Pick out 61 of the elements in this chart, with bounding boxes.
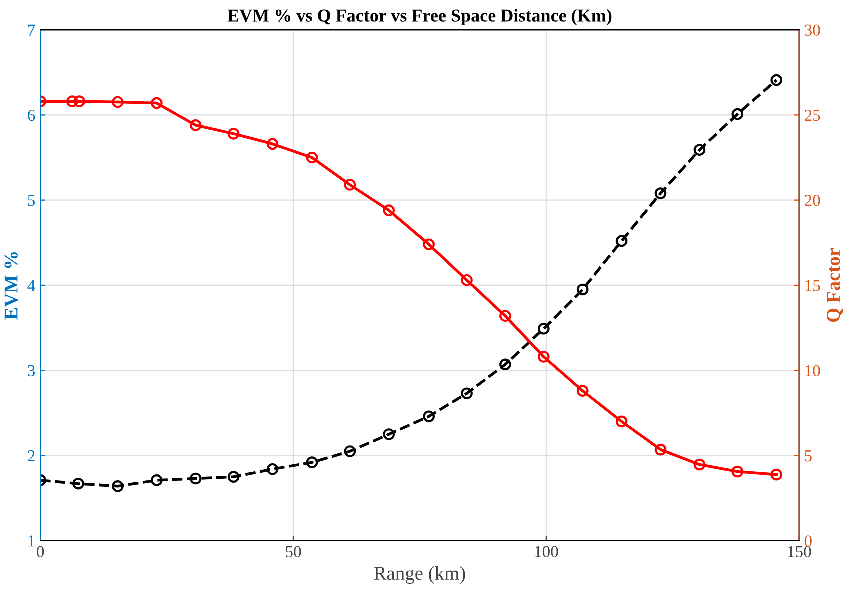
- y2-tick-label: 20: [804, 195, 820, 206]
- point: [151, 97, 163, 110]
- point: [576, 385, 589, 397]
- y2-tick-label: 0: [804, 536, 812, 547]
- point: [74, 96, 86, 108]
- point: [72, 478, 84, 490]
- point: [228, 471, 240, 483]
- y-tick-label: 7: [28, 24, 36, 36]
- point: [344, 446, 356, 458]
- y2-tick-label: 5: [805, 450, 812, 462]
- point: [228, 128, 240, 140]
- point: [616, 235, 628, 248]
- y2-axis-title: Q Factor: [827, 248, 844, 322]
- x-tick-label: 50: [286, 546, 302, 558]
- point: [423, 410, 435, 422]
- point: [383, 428, 396, 440]
- x-axis-title: Range (km): [374, 566, 466, 584]
- point: [654, 188, 667, 200]
- x-tick-label: 100: [535, 546, 558, 558]
- y2-tick-label: 30: [805, 24, 820, 36]
- point: [694, 144, 706, 156]
- point: [112, 96, 124, 108]
- point: [461, 388, 473, 400]
- point: [538, 322, 550, 335]
- point: [306, 456, 318, 468]
- y-tick-label: 3: [28, 365, 36, 377]
- chart-title: EVM % vs Q Factor vs Free Space Distance (Km): [228, 9, 612, 26]
- point: [423, 238, 435, 251]
- point: [461, 274, 473, 286]
- point: [266, 138, 279, 150]
- y-tick-label: 5: [28, 195, 36, 206]
- point: [151, 474, 163, 486]
- y-tick-label: 6: [28, 110, 36, 122]
- point: [66, 96, 78, 108]
- y-tick-label: 1: [28, 536, 35, 547]
- point: [344, 179, 356, 191]
- point: [770, 468, 783, 481]
- point: [732, 466, 744, 478]
- x-tick-label: 150: [788, 546, 812, 558]
- point: [383, 204, 396, 216]
- point: [576, 284, 589, 296]
- point: [500, 358, 512, 371]
- point: [306, 152, 318, 164]
- point: [190, 120, 202, 132]
- y2-tick-label: 25: [804, 110, 820, 122]
- point: [694, 458, 706, 471]
- y2-tick-label: 15: [806, 280, 820, 292]
- point: [500, 310, 512, 322]
- point: [538, 351, 550, 363]
- point: [654, 444, 667, 456]
- point: [190, 472, 202, 485]
- y2-tick-label: 10: [806, 365, 820, 377]
- point: [770, 74, 783, 86]
- point: [616, 416, 628, 428]
- point: [112, 480, 124, 492]
- x-tick-label: 0: [37, 546, 44, 558]
- point: [266, 463, 279, 476]
- point: [732, 108, 744, 120]
- y-tick-label: 4: [28, 280, 36, 292]
- y-tick-label: 2: [28, 450, 35, 462]
- y-axis-title: EVM %: [4, 252, 18, 320]
